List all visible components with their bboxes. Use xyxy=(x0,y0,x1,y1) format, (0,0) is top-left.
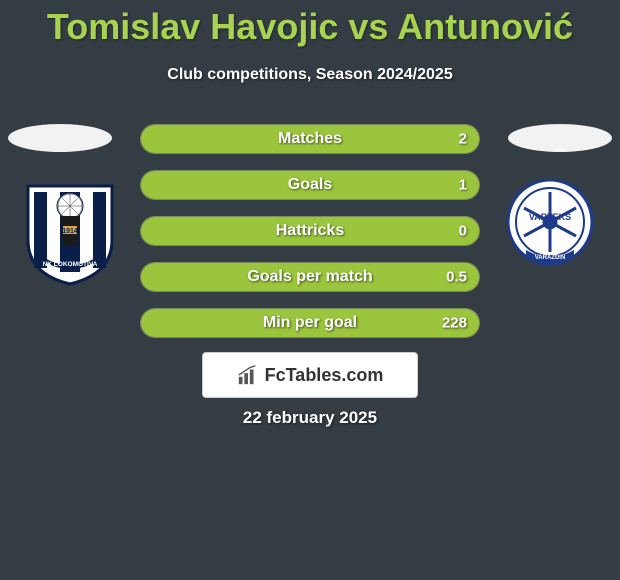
svg-text:VARAŽDIN: VARAŽDIN xyxy=(535,253,566,261)
varteks-crest-icon: VARTEKS VARAŽDIN xyxy=(500,178,600,286)
stat-row: Goals 1 xyxy=(140,170,480,200)
stat-row: Goals per match 0.5 xyxy=(140,262,480,292)
club-badge-left: 1914 NK LOKOMOTIVA xyxy=(20,178,120,286)
comparison-subtitle: Club competitions, Season 2024/2025 xyxy=(0,66,620,84)
stat-value-right: 0 xyxy=(459,223,467,240)
stat-row: Matches 2 xyxy=(140,124,480,154)
stat-value-right: 228 xyxy=(442,315,467,332)
svg-text:VARTEKS: VARTEKS xyxy=(529,212,571,222)
fctables-logo[interactable]: FcTables.com xyxy=(202,352,418,398)
comparison-title: Tomislav Havojic vs Antunović xyxy=(0,0,620,48)
stat-label: Goals per match xyxy=(141,268,479,286)
stat-label: Hattricks xyxy=(141,222,479,240)
club-badge-right: VARTEKS VARAŽDIN xyxy=(500,178,600,286)
svg-text:NK LOKOMOTIVA: NK LOKOMOTIVA xyxy=(43,261,98,268)
stat-value-right: 1 xyxy=(459,177,467,194)
stat-value-right: 0.5 xyxy=(446,269,467,286)
bar-chart-icon xyxy=(237,364,259,386)
fctables-text: FcTables.com xyxy=(265,365,384,386)
stat-row: Hattricks 0 xyxy=(140,216,480,246)
player-oval-left xyxy=(8,124,112,152)
stats-container: Matches 2 Goals 1 Hattricks 0 Goals per … xyxy=(140,124,480,354)
stat-value-right: 2 xyxy=(459,131,467,148)
comparison-date: 22 february 2025 xyxy=(0,408,620,428)
stat-label: Min per goal xyxy=(141,314,479,332)
stat-row: Min per goal 228 xyxy=(140,308,480,338)
player-oval-right xyxy=(508,124,612,152)
stat-label: Matches xyxy=(141,130,479,148)
badge-year: 1914 xyxy=(62,228,78,235)
stat-label: Goals xyxy=(141,176,479,194)
lokomotiva-crest-icon: 1914 NK LOKOMOTIVA xyxy=(20,178,120,286)
